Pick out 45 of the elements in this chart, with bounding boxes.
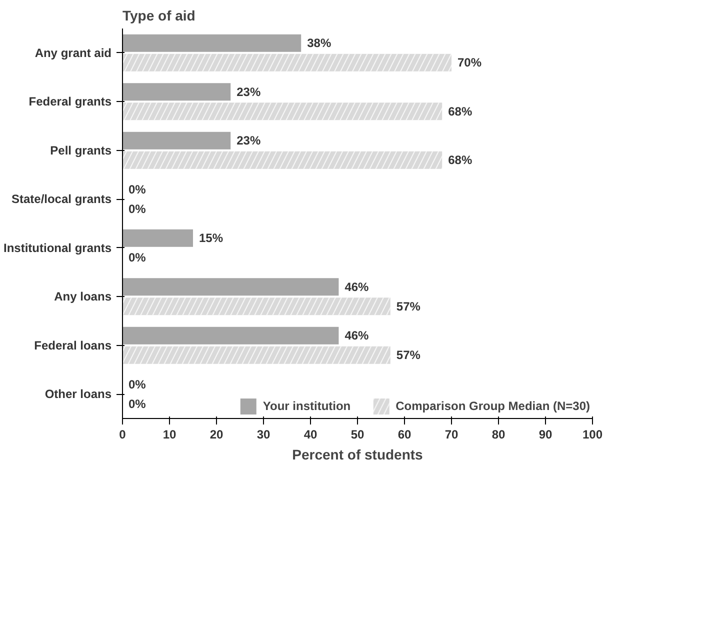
x-tick-label: 30 [256, 428, 270, 442]
bar [122, 326, 339, 344]
x-tick-label: 40 [304, 428, 318, 442]
y-tick-label: State/local grants [11, 192, 112, 206]
y-tick-label: Federal loans [34, 338, 112, 352]
y-tick-label: Any loans [54, 290, 112, 304]
x-tick-label: 90 [538, 428, 552, 442]
data-label: 23% [236, 134, 261, 148]
y-tick-label: Federal grants [28, 94, 112, 109]
data-label: 0% [128, 250, 146, 265]
data-label: 0% [128, 182, 146, 196]
x-tick-label: 80 [492, 428, 506, 442]
data-label: 0% [128, 202, 146, 216]
bar [122, 278, 339, 296]
y-tick-label: Institutional grants [4, 240, 112, 255]
bar [122, 132, 231, 150]
y-tick-label: Any grant aid [34, 46, 112, 60]
data-label: 68% [448, 153, 472, 168]
legend-label: Your institution [262, 399, 351, 413]
data-label: 38% [307, 36, 332, 50]
data-label: 68% [448, 104, 472, 118]
x-axis-title: Percent of students [292, 446, 424, 462]
x-tick-label: 70 [444, 428, 458, 442]
data-label: 46% [344, 328, 370, 343]
x-tick-label: 100 [582, 428, 603, 442]
data-label: 0% [128, 396, 146, 411]
bar [122, 83, 231, 101]
data-label: 57% [396, 299, 421, 314]
data-label: 23% [236, 84, 261, 99]
x-tick-label: 10 [162, 428, 176, 442]
x-tick-label: 20 [210, 428, 224, 442]
y-tick-label: Pell grants [50, 143, 112, 158]
data-label: 70% [458, 56, 482, 70]
data-label: 46% [344, 280, 370, 294]
data-label: 0% [128, 377, 146, 392]
bar [122, 34, 302, 52]
data-label: 57% [396, 348, 421, 362]
bar [122, 229, 193, 247]
data-label: 15% [199, 231, 224, 246]
x-tick-label: 50 [350, 428, 364, 442]
x-tick-label: 0 [119, 428, 126, 442]
x-tick-label: 60 [398, 428, 412, 442]
legend-label: Comparison Group Median (N=30) [396, 399, 590, 413]
y-axis-title: Type of aid [122, 8, 196, 24]
y-tick-label: Other loans [44, 387, 112, 402]
